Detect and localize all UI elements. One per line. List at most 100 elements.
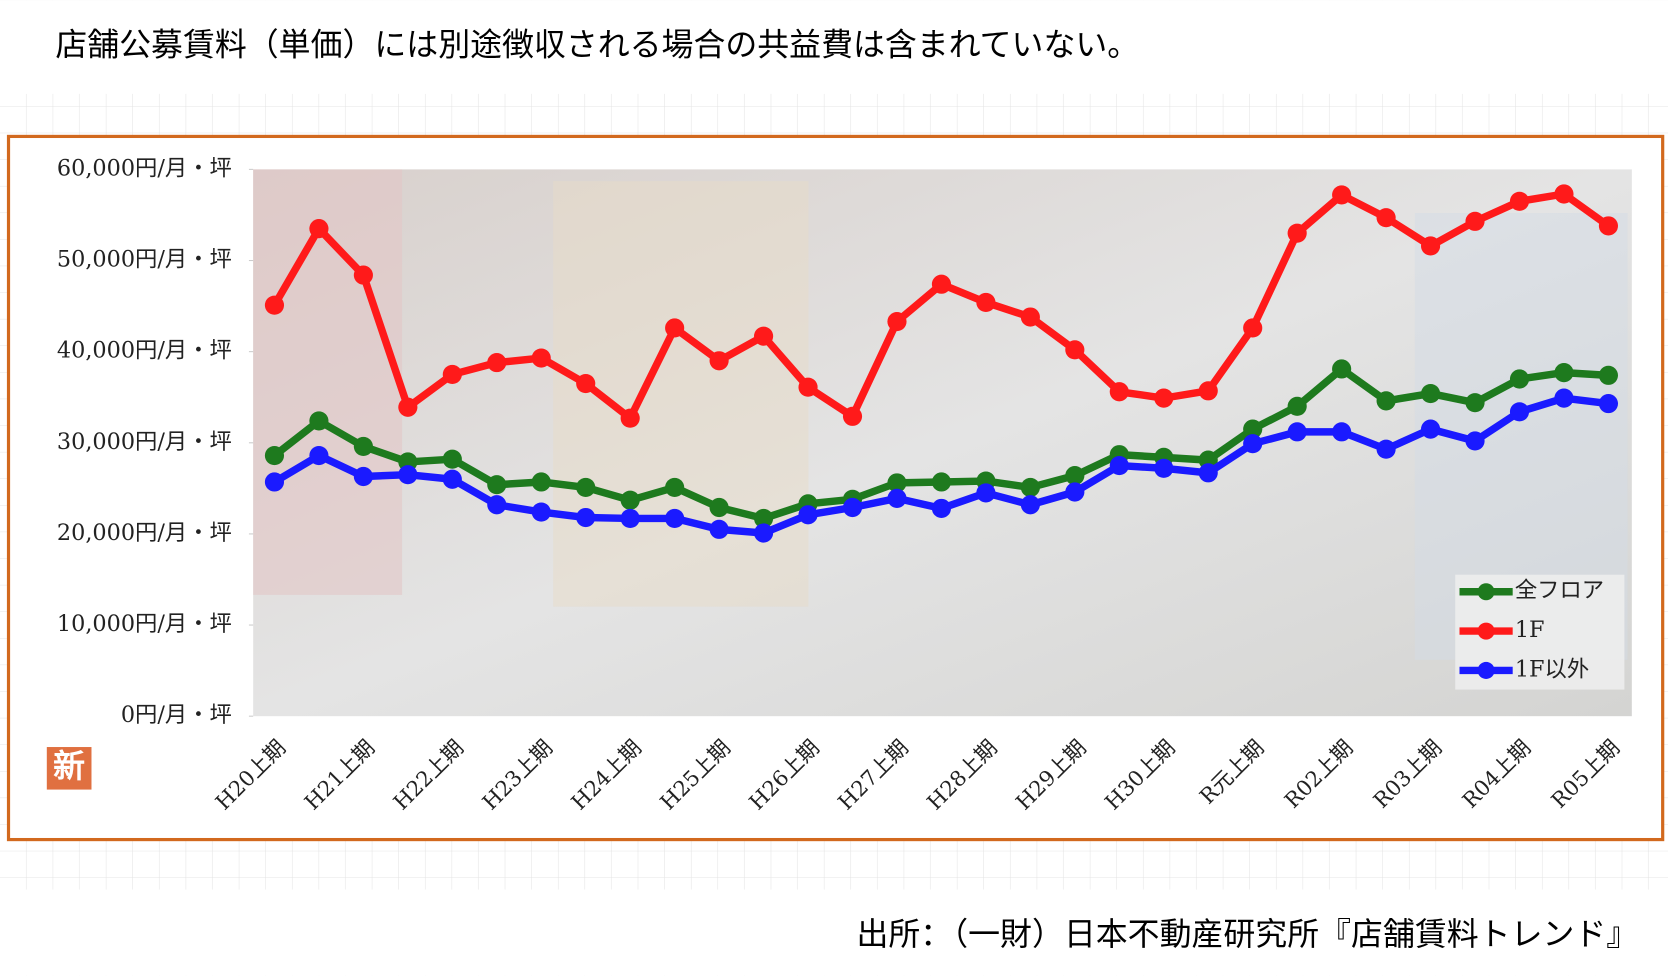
data-point bbox=[1198, 381, 1218, 401]
data-point bbox=[1465, 211, 1485, 231]
y-tick-label: 40,000円/月・坪 bbox=[57, 338, 232, 364]
data-point bbox=[1109, 382, 1129, 402]
data-point bbox=[309, 445, 329, 466]
data-point bbox=[1598, 394, 1619, 414]
legend-label: 1F bbox=[1515, 617, 1545, 643]
data-point bbox=[531, 348, 551, 368]
data-point bbox=[887, 488, 907, 508]
data-point bbox=[1376, 391, 1396, 411]
data-point bbox=[487, 353, 507, 373]
data-point bbox=[931, 472, 952, 492]
data-point bbox=[531, 472, 551, 492]
data-point bbox=[442, 449, 462, 469]
legend-marker bbox=[1477, 622, 1495, 640]
data-point bbox=[1243, 318, 1263, 338]
data-point bbox=[1509, 191, 1530, 211]
data-point bbox=[398, 465, 418, 485]
data-point bbox=[1332, 422, 1352, 442]
data-point bbox=[353, 436, 373, 457]
data-point bbox=[665, 318, 685, 338]
data-point bbox=[709, 351, 729, 371]
data-point bbox=[887, 473, 907, 493]
header-note: 店舗公募賃料（単価）には別途徴収される場合の共益費は含まれていない。 bbox=[55, 26, 1139, 64]
data-point bbox=[1420, 384, 1441, 404]
data-point bbox=[1465, 393, 1485, 413]
data-point bbox=[1243, 434, 1263, 454]
data-point bbox=[264, 472, 285, 492]
legend-label: 1F以外 bbox=[1515, 656, 1589, 682]
data-point bbox=[442, 469, 462, 489]
data-point bbox=[1332, 359, 1352, 379]
data-point bbox=[487, 495, 507, 515]
data-point bbox=[1154, 388, 1174, 408]
data-point bbox=[487, 475, 507, 495]
data-point bbox=[264, 295, 285, 315]
data-point bbox=[1420, 236, 1441, 256]
data-point bbox=[1287, 396, 1307, 416]
data-point bbox=[1243, 419, 1263, 439]
data-point bbox=[1420, 419, 1441, 439]
data-point bbox=[1554, 184, 1574, 204]
data-point bbox=[754, 523, 774, 543]
data-point bbox=[353, 466, 373, 487]
data-point bbox=[1287, 223, 1307, 243]
data-point bbox=[309, 219, 329, 239]
data-point bbox=[1509, 402, 1530, 422]
source-note: 出所：（一財）日本不動産研究所『店舗賃料トレンド』 bbox=[856, 915, 1638, 953]
data-point bbox=[353, 265, 373, 285]
data-point bbox=[754, 508, 774, 529]
data-point bbox=[1465, 431, 1485, 451]
data-point bbox=[1554, 388, 1574, 408]
data-point bbox=[931, 498, 952, 518]
y-tick-label: 0円/月・坪 bbox=[121, 702, 232, 728]
legend-marker bbox=[1477, 661, 1495, 679]
header-band bbox=[0, 0, 1668, 94]
data-point bbox=[620, 408, 640, 428]
legend-label: 全フロア bbox=[1515, 578, 1604, 604]
data-point bbox=[1287, 422, 1307, 442]
y-tick-label: 60,000円/月・坪 bbox=[57, 155, 232, 181]
data-point bbox=[976, 292, 996, 313]
y-tick-label: 10,000円/月・坪 bbox=[57, 611, 232, 637]
data-point bbox=[531, 502, 551, 522]
y-tick-label: 50,000円/月・坪 bbox=[57, 247, 232, 273]
legend-marker bbox=[1477, 583, 1495, 601]
data-point bbox=[976, 483, 996, 503]
data-point bbox=[264, 445, 285, 466]
data-point bbox=[798, 377, 818, 397]
data-point bbox=[709, 497, 729, 518]
data-point bbox=[1198, 463, 1218, 483]
data-point bbox=[398, 397, 418, 417]
icon bbox=[46, 747, 92, 790]
data-point bbox=[842, 497, 863, 518]
data-point bbox=[1020, 495, 1040, 515]
data-point bbox=[1065, 466, 1085, 486]
data-point bbox=[620, 490, 640, 510]
icon-text: 新 bbox=[53, 747, 85, 785]
data-point bbox=[887, 312, 907, 332]
data-point bbox=[1554, 363, 1574, 383]
data-point bbox=[1065, 340, 1085, 360]
data-point bbox=[1509, 369, 1530, 389]
data-point bbox=[1154, 458, 1174, 478]
y-tick-label: 30,000円/月・坪 bbox=[57, 429, 232, 455]
data-point bbox=[576, 373, 596, 394]
data-point bbox=[1376, 208, 1396, 228]
data-point bbox=[1332, 185, 1352, 205]
photo-block bbox=[553, 181, 809, 607]
data-point bbox=[754, 326, 774, 346]
data-point bbox=[1020, 307, 1040, 327]
data-point bbox=[576, 507, 596, 528]
data-point bbox=[1598, 365, 1619, 385]
data-point bbox=[576, 477, 596, 498]
data-point bbox=[931, 274, 952, 294]
data-point bbox=[665, 508, 685, 529]
y-tick-label: 20,000円/月・坪 bbox=[57, 520, 232, 546]
data-point bbox=[1376, 439, 1396, 459]
data-point bbox=[1065, 482, 1085, 502]
data-point bbox=[620, 508, 640, 529]
data-point bbox=[709, 519, 729, 539]
data-point bbox=[1109, 455, 1129, 476]
footer-band bbox=[0, 889, 1668, 976]
data-point bbox=[1020, 477, 1040, 498]
